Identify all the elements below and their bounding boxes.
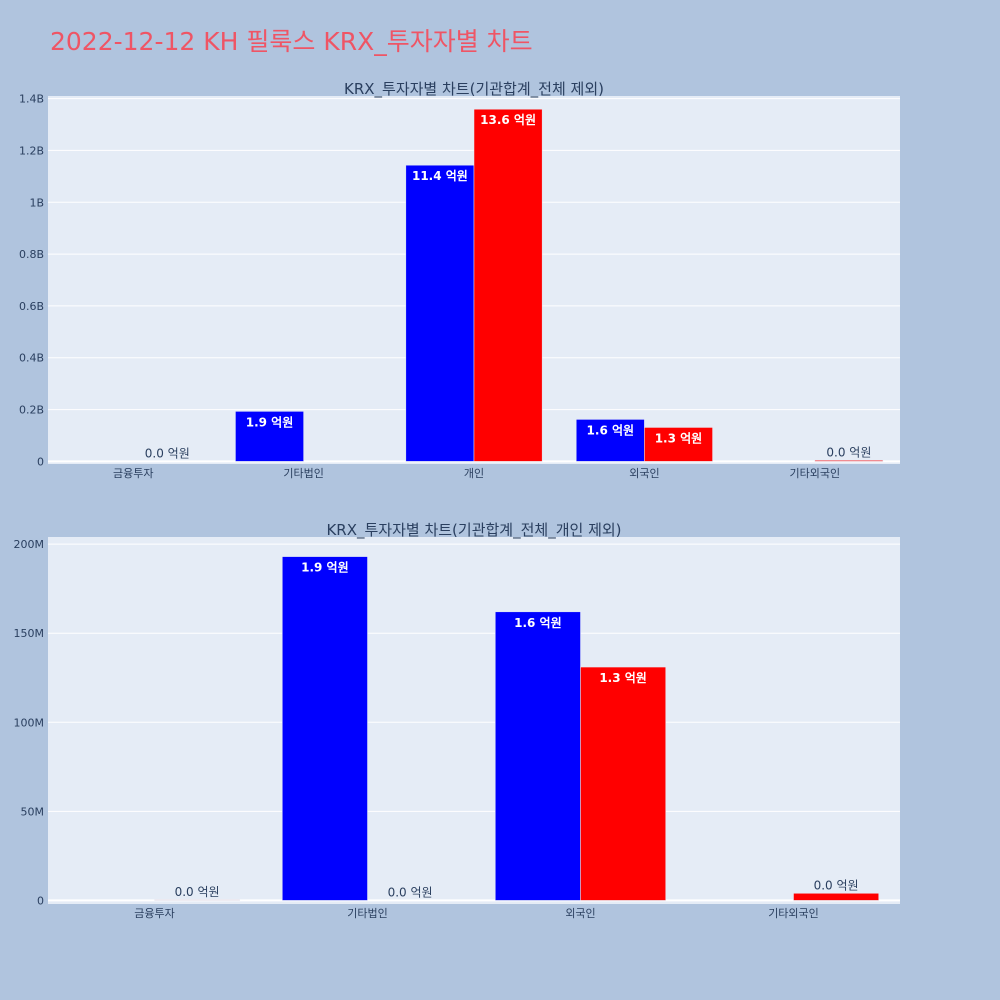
y-tick-label: 1.2B [19,144,44,157]
page-title: 2022-12-12 KH 필룩스 KRX_투자자별 차트 [50,27,533,56]
bar-data-label: 1.9 억원 [246,415,294,429]
bar-data-label: 0.0 억원 [814,878,859,892]
bar-data-label: 1.6 억원 [514,616,562,630]
bar [405,164,475,462]
bar [235,411,304,462]
y-tick-label: 0.4B [19,352,44,365]
bar-data-label: 0.0 억원 [145,446,190,460]
y-tick-label: 50M [21,805,45,818]
y-tick-label: 0.2B [19,404,44,417]
x-tick-label: 개인 [464,467,484,480]
x-tick-label: 외국인 [565,907,595,920]
bar-data-label: 1.3 억원 [655,431,703,445]
bar [495,611,581,901]
plot-area [48,537,900,904]
bar-data-label: 13.6 억원 [480,113,536,127]
y-tick-label: 1B [29,196,44,209]
bar [282,556,368,901]
bar [473,108,543,462]
bar-data-label: 0.0 억원 [388,885,433,899]
bar-data-label: 11.4 억원 [412,169,468,183]
bar-data-label: 1.6 억원 [587,423,635,437]
chart-title: KRX_투자자별 차트(기관합계_전체_개인 제외) [326,521,621,540]
y-tick-label: 100M [14,716,45,729]
x-tick-label: 금융투자 [134,907,174,920]
y-tick-label: 150M [14,627,45,640]
bar-data-label: 0.0 억원 [826,445,871,459]
y-tick-label: 0.8B [19,248,44,261]
y-tick-label: 0.6B [19,300,44,313]
y-tick-label: 200M [14,538,45,551]
bar [580,666,666,901]
bar-data-label: 0.0 억원 [175,885,220,899]
y-tick-label: 0 [37,455,44,468]
bar [814,460,884,462]
x-tick-label: 금융투자 [113,467,153,480]
bar [644,427,713,462]
x-tick-label: 기타법인 [283,467,323,480]
chart-title: KRX_투자자별 차트(기관합계_전체 제외) [344,80,604,99]
bar-data-label: 1.9 억원 [301,561,349,575]
y-tick-label: 1.4B [19,93,44,106]
bar [154,899,240,901]
bar-data-label: 1.3 억원 [599,671,647,685]
x-tick-label: 기타외국인 [768,907,819,920]
x-tick-label: 기타법인 [347,907,387,920]
x-tick-label: 외국인 [629,467,659,480]
bar [793,893,879,901]
x-tick-label: 기타외국인 [789,467,840,480]
y-tick-label: 0 [37,894,44,907]
